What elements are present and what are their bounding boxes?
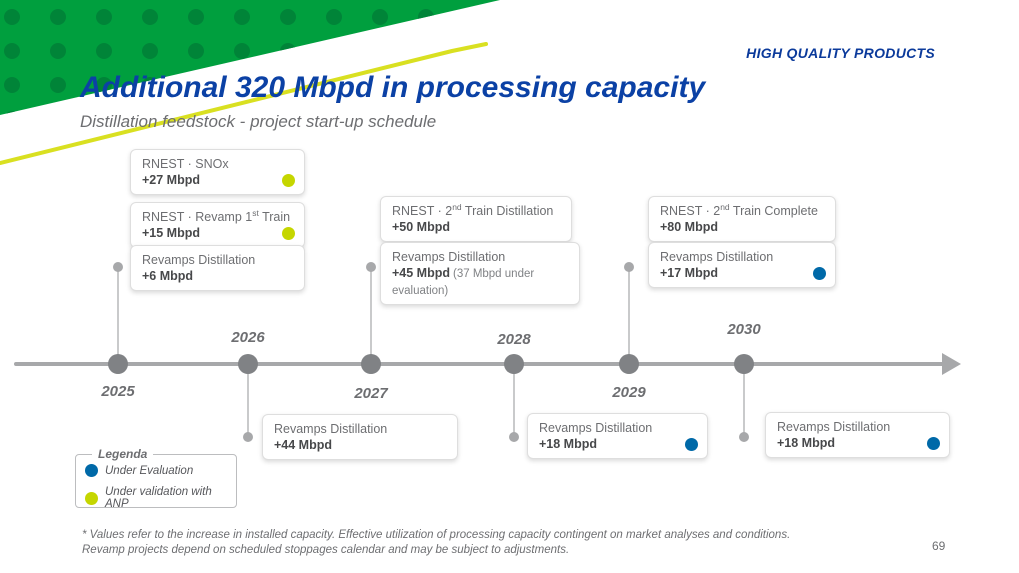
year-marker-2029 xyxy=(619,354,639,374)
legend-dot-under-validation-icon xyxy=(85,491,98,505)
page-subtitle: Distillation feedstock - project start-u… xyxy=(80,112,437,131)
project-title: RNEST · Revamp 1st Train xyxy=(142,208,291,225)
year-label-2026: 2026 xyxy=(231,329,265,346)
connector-end-dot xyxy=(739,432,749,442)
tagline: HIGH QUALITY PRODUCTS xyxy=(746,45,935,61)
project-value: +18 Mbpd xyxy=(539,437,597,452)
connector-2030-down xyxy=(743,364,745,436)
project-value: +50 Mbpd xyxy=(392,220,450,235)
project-card-revamps-2028: Revamps Distillation +18 Mbpd xyxy=(527,413,708,459)
project-card-revamps-2025: Revamps Distillation +6 Mbpd xyxy=(130,245,305,291)
project-value: +18 Mbpd xyxy=(777,436,835,451)
project-title: Revamps Distillation xyxy=(539,421,653,436)
legend-label: Under Evaluation xyxy=(105,464,194,477)
status-dot-under-evaluation-icon xyxy=(813,266,826,280)
connector-end-dot xyxy=(366,262,376,272)
project-value: +15 Mbpd xyxy=(142,226,200,241)
project-title: Revamps Distillation xyxy=(777,420,891,435)
year-marker-2028 xyxy=(504,354,524,374)
legend-label: Under validation with ANP xyxy=(105,486,212,510)
project-title: Revamps Distillation xyxy=(142,253,256,268)
legend-item-under-validation-anp: Under validation with ANP xyxy=(85,486,236,510)
connector-2026-down xyxy=(247,364,249,436)
project-title: RNEST · SNOx xyxy=(142,157,229,172)
project-value: +17 Mbpd xyxy=(660,266,718,281)
connector-2025-up xyxy=(117,268,119,364)
project-title: Revamps Distillation xyxy=(274,422,388,437)
project-card-rnest-snox: RNEST · SNOx +27 Mbpd xyxy=(130,149,305,195)
status-dot-under-evaluation-icon xyxy=(927,436,940,450)
project-card-rnest-2nd-train-complete: RNEST · 2nd Train Complete +80 Mbpd xyxy=(648,196,836,242)
year-marker-2025 xyxy=(108,354,128,374)
project-card-revamps-2027: Revamps Distillation +45 Mbpd (37 Mbpd un… xyxy=(380,242,580,305)
legend: Legenda Under Evaluation Under validatio… xyxy=(75,447,237,510)
year-marker-2030 xyxy=(734,354,754,374)
connector-end-dot xyxy=(113,262,123,272)
connector-2029-up xyxy=(628,268,630,364)
status-dot-under-validation-icon xyxy=(282,226,295,240)
project-value: +45 Mbpd (37 Mbpd under evaluation) xyxy=(392,266,535,297)
project-title: RNEST · 2nd Train Complete xyxy=(660,202,818,219)
project-card-rnest-2nd-train-distillation: RNEST · 2nd Train Distillation +50 Mbpd xyxy=(380,196,572,242)
year-label-2029: 2029 xyxy=(612,384,646,401)
project-value: +6 Mbpd xyxy=(142,269,194,284)
project-value: +80 Mbpd xyxy=(660,220,718,235)
project-title: Revamps Distillation xyxy=(660,250,774,265)
project-card-revamps-2029: Revamps Distillation +17 Mbpd xyxy=(648,242,836,288)
project-card-revamps-2030: Revamps Distillation +18 Mbpd xyxy=(765,412,950,458)
connector-end-dot xyxy=(624,262,634,272)
connector-end-dot xyxy=(509,432,519,442)
connector-end-dot xyxy=(243,432,253,442)
project-value: +44 Mbpd xyxy=(274,438,332,453)
timeline-arrow-icon xyxy=(942,353,961,375)
legend-dot-under-evaluation-icon xyxy=(85,464,98,477)
connector-2027-up xyxy=(370,268,372,364)
connector-2028-down xyxy=(513,364,515,436)
legend-title: Legenda xyxy=(92,447,154,461)
year-marker-2026 xyxy=(238,354,258,374)
page-title: Additional 320 Mbpd in processing capaci… xyxy=(80,71,706,104)
project-value: +27 Mbpd xyxy=(142,173,200,188)
timeline-axis xyxy=(14,362,946,366)
year-marker-2027 xyxy=(361,354,381,374)
project-title: Revamps Distillation xyxy=(392,250,506,265)
legend-item-under-evaluation: Under Evaluation xyxy=(85,464,236,477)
year-label-2025: 2025 xyxy=(101,383,135,400)
footnote-line-2: Revamp projects depend on scheduled stop… xyxy=(82,544,570,556)
status-dot-under-validation-icon xyxy=(282,173,295,187)
project-card-rnest-revamp-1st-train: RNEST · Revamp 1st Train +15 Mbpd xyxy=(130,202,305,248)
page-number: 69 xyxy=(932,539,946,553)
year-label-2027: 2027 xyxy=(354,385,388,402)
year-label-2028: 2028 xyxy=(497,331,531,348)
project-card-revamps-2026: Revamps Distillation +44 Mbpd xyxy=(262,414,458,460)
status-dot-under-evaluation-icon xyxy=(685,437,698,451)
footnote-line-1: * Values refer to the increase in instal… xyxy=(82,529,791,541)
project-title: RNEST · 2nd Train Distillation xyxy=(392,202,554,219)
year-label-2030: 2030 xyxy=(727,321,761,338)
